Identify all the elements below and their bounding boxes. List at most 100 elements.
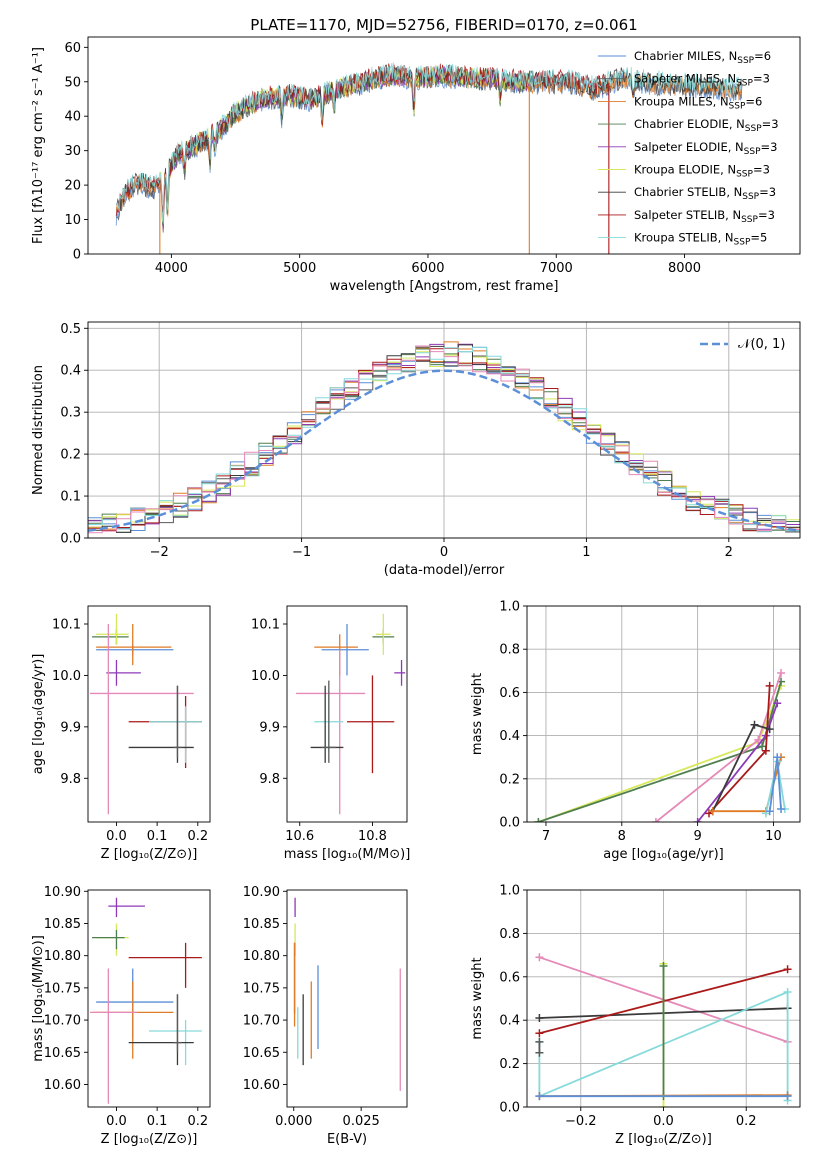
- spectrum-frame: [87, 36, 801, 255]
- data-point: [128, 696, 202, 768]
- plus-marker: [758, 742, 767, 751]
- x-tick-label: 1: [582, 545, 590, 560]
- x-tick-label: 0.2: [187, 1114, 208, 1129]
- age-vs-mass-frame: [286, 605, 408, 823]
- data-point: [314, 634, 358, 676]
- y-tick-label: 60: [64, 41, 81, 56]
- x-tick-label: 4000: [155, 261, 188, 276]
- y-tick-label: 10: [64, 213, 81, 228]
- y-tick-label: 0.6: [499, 686, 520, 701]
- y-tick-label: 10.75: [44, 981, 81, 996]
- mass-vs-z-plot-area: [90, 897, 202, 1104]
- x-tick-label: −1: [292, 545, 311, 560]
- y-tick-label: 10.85: [44, 917, 81, 932]
- y-tick-label: 10.80: [243, 949, 280, 964]
- y-tick-label: 10.75: [243, 981, 280, 996]
- data-point: [310, 685, 344, 763]
- legend-label: Chabrier MILES, NSSP=6: [634, 49, 771, 66]
- y-tick-label: 10.1: [52, 618, 81, 633]
- legend-label: Salpeter MILES, NSSP=3: [634, 72, 770, 89]
- plus-marker: [761, 746, 770, 755]
- x-tick-label: 0.0: [106, 1114, 127, 1129]
- plus-marker: [693, 818, 702, 822]
- data-point: [321, 624, 369, 676]
- y-tick-label: 10.85: [243, 917, 280, 932]
- y-tick-label: 0.4: [499, 729, 520, 744]
- plus-marker: [708, 807, 717, 816]
- x-tick-label: 8000: [668, 261, 701, 276]
- x-axis-label: age [log₁₀(age/yr)]: [603, 847, 724, 862]
- y-tick-label: 10.90: [243, 885, 280, 900]
- plus-marker: [535, 1037, 544, 1046]
- residual-legend: 𝒩(0, 1): [700, 337, 785, 352]
- y-tick-label: 10.70: [243, 1014, 280, 1029]
- x-tick-label: 10.6: [285, 829, 314, 844]
- y-tick-label: 0.3: [60, 406, 81, 421]
- y-tick-label: 9.8: [259, 772, 280, 787]
- spectrum-legend: Chabrier MILES, NSSP=6 Salpeter MILES, NS…: [598, 49, 779, 248]
- legend-label: Kroupa ELODIE, NSSP=3: [634, 163, 770, 180]
- y-tick-label: 40: [64, 110, 81, 125]
- y-tick-label: 10.0: [251, 669, 280, 684]
- x-tick-label: 6000: [411, 261, 444, 276]
- y-tick-label: 0.8: [499, 643, 520, 658]
- weight-vs-age-frame: [526, 605, 801, 823]
- spectrum-plot-area: [115, 62, 743, 254]
- y-tick-label: 50: [64, 75, 81, 90]
- plus-marker: [659, 961, 668, 970]
- weight-vs-age-axes: 7 8 9 10 0.0 0.2 0.4 0.6 0.8 1.0 age [log₁₀(age/yr…: [470, 600, 801, 862]
- y-tick-label: 1.0: [499, 600, 520, 615]
- plus-marker: [777, 805, 786, 814]
- mass-vs-ebv-frame: [286, 889, 408, 1108]
- y-tick-label: 0.1: [60, 490, 81, 505]
- y-tick-label: 1.0: [499, 884, 520, 899]
- x-tick-label: 0.0: [653, 1114, 674, 1129]
- y-tick-label: 0.2: [499, 1057, 520, 1072]
- data-point: [92, 929, 125, 950]
- y-axis-label: age [log₁₀(age/yr)]: [31, 654, 46, 775]
- y-axis-label: Flux [fλ10⁻¹⁷ erg cm⁻² s⁻¹ A⁻¹]: [31, 47, 46, 244]
- y-tick-label: 9.8: [60, 772, 81, 787]
- data-point: [149, 706, 202, 763]
- plus-marker: [535, 1092, 544, 1101]
- mass-vs-z-axes: 0.0 0.1 0.2 10.60 10.65 10.70 10.75 10.80 10.85 1…: [31, 885, 211, 1147]
- data-point: [394, 660, 406, 686]
- histogram-step: [88, 345, 800, 538]
- y-tick-label: 0.4: [499, 1014, 520, 1029]
- x-axis-label: Z [log₁₀(Z/Z⊙)]: [101, 1132, 198, 1147]
- x-tick-label: 10.8: [358, 829, 387, 844]
- y-tick-label: 0.6: [499, 970, 520, 985]
- x-axis-label: Z [log₁₀(Z/Z⊙)]: [615, 1132, 712, 1147]
- data-point: [128, 685, 194, 763]
- plus-marker: [773, 699, 782, 708]
- x-tick-label: −0.2: [565, 1114, 597, 1129]
- x-tick-label: 7000: [540, 261, 573, 276]
- x-tick-label: 0.1: [147, 829, 168, 844]
- x-axis-label: mass [log₁₀(M/M⊙)]: [284, 847, 411, 862]
- data-point: [296, 649, 366, 815]
- data-point: [108, 897, 145, 918]
- plus-marker: [783, 1092, 792, 1101]
- legend-label: Kroupa MILES, NSSP=6: [634, 94, 762, 111]
- x-tick-label: 0.1: [147, 1114, 168, 1129]
- plus-marker: [534, 818, 543, 822]
- plus-marker: [783, 987, 792, 996]
- y-tick-label: 10.60: [44, 1078, 81, 1093]
- x-axis-label: E(B-V): [327, 1132, 367, 1147]
- weight-series-line: [538, 685, 782, 822]
- gaussian-curve: [88, 369, 800, 532]
- y-axis-label: mass [log₁₀(M/M⊙)]: [31, 935, 46, 1062]
- plus-marker: [750, 720, 759, 729]
- plus-marker: [783, 965, 792, 974]
- x-tick-label: 0: [440, 545, 448, 560]
- plus-marker: [535, 1029, 544, 1038]
- x-tick-label: 2: [725, 545, 733, 560]
- x-axis-label: wavelength [Angstrom, rest frame]: [330, 279, 559, 294]
- data-point: [321, 680, 337, 763]
- x-axis-label: Z [log₁₀(Z/Z⊙)]: [101, 847, 198, 862]
- data-point: [173, 994, 182, 1053]
- spectrum-series-line: [115, 62, 743, 224]
- weight-vs-age-plot-area: [534, 668, 789, 822]
- plus-marker: [535, 1048, 544, 1057]
